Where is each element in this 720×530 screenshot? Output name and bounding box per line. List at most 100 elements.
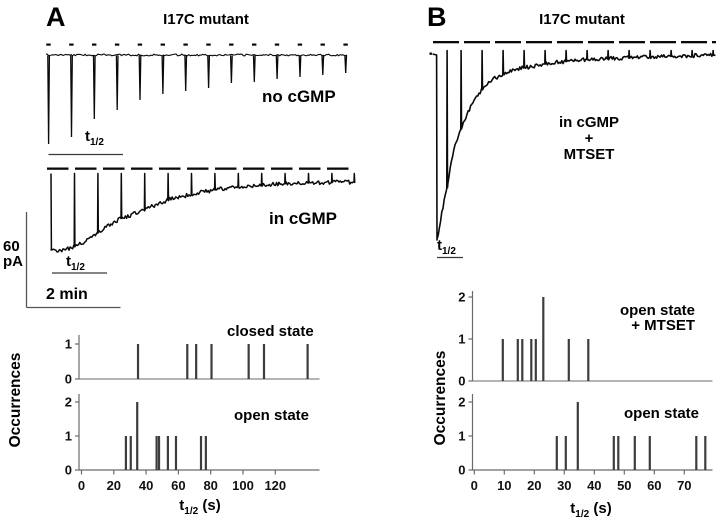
label-no-cgmp: no cGMP	[262, 87, 336, 106]
trace-in-cgmp-dash	[47, 167, 69, 170]
ylabel-occurrences-b: Occurrences	[431, 350, 449, 446]
stimulus-mark	[137, 43, 143, 46]
hist-b-bar	[564, 436, 567, 470]
cond-line-2: +	[584, 130, 594, 147]
trace-in-cgmp-dash	[131, 167, 153, 170]
thalf-sub: 1/2	[442, 246, 456, 257]
hist-b-bar	[534, 339, 537, 381]
panel-b-title: I17C mutant	[539, 11, 625, 28]
trace-in-cgmp-dash	[75, 167, 97, 170]
stimulus-mark	[92, 43, 97, 46]
trace-in-cgmp-mtset-dash	[619, 41, 645, 44]
stimulus-mark	[297, 43, 303, 46]
hist-b-bar	[633, 436, 636, 470]
hist-a-bar	[199, 436, 203, 470]
label-in-cgmp: in cGMP	[269, 209, 338, 228]
trace-no-cgmp-spike	[115, 55, 119, 111]
hist-a-x-tick-label: 0	[78, 478, 85, 493]
trace-in-cgmp-dash	[159, 167, 181, 170]
trace-no-cgmp-spike	[47, 55, 51, 145]
panel-a-letter: A	[46, 2, 66, 32]
thalf-base: t	[437, 237, 442, 254]
panel-b-letter: B	[427, 2, 447, 32]
hist-a-x-tick-label: 120	[264, 478, 286, 493]
label-closed-state: closed state	[227, 323, 314, 340]
scale-60: 60	[3, 238, 20, 255]
trace-in-cgmp-mtset-dash	[495, 41, 521, 44]
hist-b-bar	[612, 436, 615, 470]
trace-no-cgmp-spike	[184, 55, 188, 92]
hist-b-bar	[567, 339, 570, 381]
trace-no-cgmp-spike	[344, 55, 348, 74]
stimulus-mark	[114, 43, 120, 46]
trace-in-cgmp-dash	[271, 167, 293, 170]
hist-a-bar	[129, 436, 132, 470]
label-in-cgmp-mtset: in cGMP + MTSET	[559, 115, 619, 163]
hist-a-y-tick-label: 1	[65, 337, 72, 352]
stimulus-mark	[206, 43, 211, 46]
hist-a-bar	[262, 344, 266, 379]
trace-in-cgmp-mtset-dash	[588, 41, 614, 44]
hist-a-bar	[306, 344, 309, 379]
hist-b-bar	[648, 436, 651, 470]
hist-b-x-tick-label: 20	[527, 478, 541, 493]
hist-b-y-tick-label: 0	[458, 374, 465, 389]
hist-b-x-tick-label: 30	[557, 478, 571, 493]
hist-b-x-tick-label: 60	[647, 478, 661, 493]
trace-in-cgmp-mtset	[432, 49, 716, 241]
stimulus-mark	[343, 43, 348, 46]
trace-in-cgmp-mtset-dash	[526, 41, 552, 44]
hist-b-x-tick-label: 10	[497, 478, 511, 493]
trace-no-cgmp-spike	[298, 55, 302, 78]
trace-in-cgmp-dash	[299, 167, 321, 170]
hist-b-bar	[695, 436, 698, 470]
trace-no-cgmp-spike	[161, 55, 165, 95]
xlabel-units: (s)	[198, 497, 221, 514]
hist-b-x-tick-label: 70	[677, 478, 691, 493]
thalf-base: t	[179, 497, 185, 514]
hist-b-bar	[587, 339, 590, 381]
hist-a-x-tick-label: 100	[232, 478, 254, 493]
trace-no-cgmp-spike	[207, 55, 211, 89]
thalf-sub: 1/2	[575, 509, 590, 520]
trace-no-cgmp-spike	[275, 55, 279, 80]
trace-in-cgmp-mtset-dash	[681, 41, 707, 44]
current-scale-label: 60 pA	[3, 239, 23, 269]
hist-b-bar	[530, 339, 533, 381]
thalf-base: t	[66, 253, 71, 270]
hist-b-y-tick-label: 0	[458, 463, 465, 478]
thalf-base: t	[570, 500, 576, 517]
hist-a-y-tick-label: 0	[65, 463, 72, 478]
cond-line-3: MTSET	[563, 146, 615, 163]
cond-line-1: in cGMP	[558, 114, 620, 131]
hist-b-x-tick-label: 0	[471, 478, 478, 493]
trace-in-cgmp-mtset-dash	[433, 41, 459, 44]
hist-a-x-tick-label: 20	[107, 478, 121, 493]
hist-b-x-tick-label: 40	[587, 478, 601, 493]
hist-a-bar	[204, 436, 207, 470]
hist-b-x-tick-label: 50	[617, 478, 631, 493]
trace-no-cgmp-spike	[138, 55, 142, 101]
hist-b-y-tick-label: 1	[458, 332, 465, 347]
ylabel-occurrences-a: Occurrences	[6, 352, 24, 448]
trace-in-cgmp-dash	[103, 167, 125, 170]
xlabel-thalf-a: t1/2 (s)	[179, 498, 220, 518]
hist-a-bar	[136, 402, 139, 470]
hist-a-bar	[155, 436, 158, 470]
hist-b-bar	[704, 436, 707, 470]
hist-a-bar	[136, 344, 140, 379]
stimulus-mark	[274, 43, 280, 46]
trace-in-cgmp-mtset-dash	[557, 41, 583, 44]
hist-a-y-tick-label: 2	[65, 395, 72, 410]
trace-no-cgmp-spike	[252, 55, 256, 83]
trace-in-cgmp-mtset-dash	[712, 41, 716, 44]
trace-in-cgmp-mtset-start-dot	[429, 52, 432, 55]
hist-b-y-tick-label: 2	[458, 395, 465, 410]
trace-in-cgmp-dash	[187, 167, 209, 170]
thalf-label-b: t1/2	[437, 238, 456, 258]
trace-no-cgmp-baseline	[45, 53, 348, 57]
hist-a-x-tick-label: 60	[171, 478, 185, 493]
stimulus-mark	[252, 43, 257, 46]
